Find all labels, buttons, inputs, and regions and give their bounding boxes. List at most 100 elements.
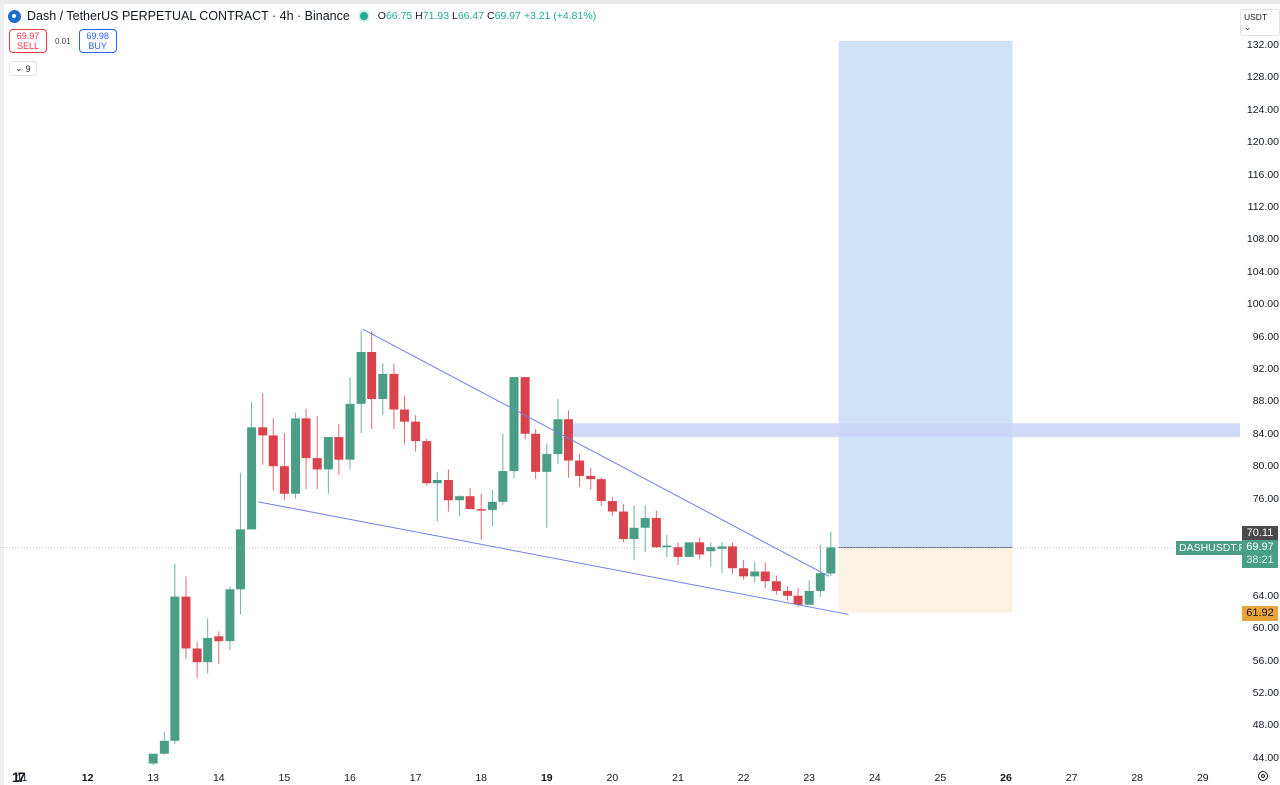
bullish-candle bbox=[170, 596, 180, 741]
bearish-candle bbox=[531, 433, 541, 472]
bearish-candle bbox=[476, 509, 486, 511]
bullish-candle bbox=[235, 529, 245, 590]
bullish-candle bbox=[717, 546, 727, 549]
bullish-candle bbox=[750, 571, 760, 577]
currency-select[interactable]: USDT ⌄ bbox=[1240, 9, 1280, 36]
wedge-lower-trendline bbox=[258, 501, 849, 615]
bullish-candle bbox=[203, 637, 213, 663]
indicators-count: 9 bbox=[25, 63, 31, 74]
bullish-candle bbox=[323, 437, 333, 470]
price-tick-label: 60.00 bbox=[1252, 622, 1279, 635]
window-left-border bbox=[0, 0, 4, 785]
date-tick-label: 19 bbox=[540, 772, 553, 784]
bullish-candle bbox=[542, 454, 552, 472]
price-tick-label: 96.00 bbox=[1252, 330, 1279, 343]
bearish-candle bbox=[312, 458, 322, 470]
buy-button[interactable]: 69.98 BUY bbox=[78, 29, 117, 53]
spread-value: 0.01 bbox=[55, 36, 71, 46]
price-tick-label: 132.00 bbox=[1246, 39, 1279, 51]
date-tick-label: 27 bbox=[1065, 772, 1078, 784]
bar-countdown: 38:21 bbox=[1246, 554, 1274, 566]
bearish-candle bbox=[258, 427, 268, 436]
symbol-title[interactable]: Dash / TetherUS PERPETUAL CONTRACT · 4h … bbox=[27, 9, 350, 23]
date-tick-label: 11 bbox=[16, 772, 28, 784]
date-tick-label: 17 bbox=[409, 772, 422, 784]
date-tick-label: 15 bbox=[278, 772, 291, 784]
date-tick-label: 24 bbox=[868, 772, 881, 784]
resistance-band bbox=[566, 423, 1240, 438]
date-tick-label: 16 bbox=[344, 772, 356, 784]
bullish-candle bbox=[432, 479, 442, 484]
buy-label: BUY bbox=[88, 41, 107, 51]
ohlc-values: O66.75 H71.93 L66.47 C69.97 +3.21 (+4.81… bbox=[377, 10, 597, 22]
sell-label: SELL bbox=[16, 41, 40, 51]
bearish-candle bbox=[760, 571, 770, 582]
price-tick-label: 64.00 bbox=[1252, 589, 1279, 602]
market-open-status-icon bbox=[359, 12, 368, 20]
bullish-candle bbox=[455, 496, 465, 501]
stop-loss-price-tag: 61.92 bbox=[1242, 606, 1278, 621]
bearish-candle bbox=[268, 435, 278, 467]
drawing-zones bbox=[566, 40, 1240, 613]
sell-button[interactable]: 69.97 SELL bbox=[9, 29, 47, 53]
tradingview-logo-icon[interactable]: 17 bbox=[12, 769, 26, 785]
bullish-candle bbox=[804, 590, 814, 605]
bearish-candle bbox=[443, 479, 453, 501]
indicators-toggle-button[interactable]: ⌄ 9 bbox=[9, 61, 37, 76]
bearish-candle bbox=[465, 496, 475, 510]
price-chart-plot[interactable] bbox=[0, 0, 1240, 768]
symbol-price-label: DASHUSDT.P bbox=[1176, 541, 1249, 555]
buy-price: 69.98 bbox=[86, 31, 109, 41]
bearish-candle bbox=[367, 351, 377, 399]
price-tick-label: 120.00 bbox=[1246, 136, 1279, 149]
chevron-down-icon: ⌄ bbox=[15, 63, 23, 73]
time-axis[interactable]: 11 12 13 14 15 16 17 18 19 20 21 22 23 24 25 26 27 28 29 bbox=[0, 768, 1240, 785]
bullish-candle bbox=[378, 373, 388, 399]
last-price-tag: 69.97 38:21 bbox=[1242, 540, 1278, 568]
high-price-tag: 70.11 bbox=[1242, 526, 1278, 540]
bearish-candle bbox=[673, 547, 683, 557]
bearish-candle bbox=[596, 479, 606, 502]
date-tick-label: 12 bbox=[81, 772, 94, 784]
price-tick-label: 100.00 bbox=[1246, 298, 1279, 311]
price-tick-label: 48.00 bbox=[1252, 719, 1279, 732]
price-tick-label: 80.00 bbox=[1252, 460, 1279, 473]
bullish-candle bbox=[498, 471, 508, 502]
last-price-value: 69.97 bbox=[1246, 541, 1274, 553]
bullish-candle bbox=[247, 427, 257, 530]
bearish-candle bbox=[422, 441, 432, 484]
date-tick-label: 21 bbox=[672, 772, 684, 784]
price-tick-label: 104.00 bbox=[1246, 265, 1279, 278]
bearish-candle bbox=[301, 418, 311, 459]
price-axis[interactable]: USDT ⌄ 132.00 128.00 124.00 120.00 116.00 112… bbox=[1240, 0, 1280, 768]
price-tick-label: 112.00 bbox=[1247, 201, 1279, 213]
bullish-candle bbox=[159, 740, 169, 754]
date-tick-label: 14 bbox=[212, 772, 225, 784]
bearish-candle bbox=[793, 595, 803, 605]
bearish-candle bbox=[279, 466, 289, 494]
price-tick-label: 84.00 bbox=[1252, 427, 1279, 440]
bearish-candle bbox=[520, 377, 530, 434]
bearish-candle bbox=[783, 590, 793, 596]
bullish-candle bbox=[640, 518, 650, 528]
chart-settings-icon[interactable] bbox=[1258, 771, 1268, 781]
wedge-trendlines[interactable] bbox=[258, 328, 849, 615]
bearish-candle bbox=[651, 518, 661, 548]
long-position-target-zone bbox=[838, 40, 1013, 548]
bearish-candle bbox=[695, 542, 705, 555]
price-tick-label: 108.00 bbox=[1246, 233, 1279, 246]
price-tick-label: 56.00 bbox=[1252, 654, 1279, 667]
bullish-candle bbox=[148, 753, 158, 764]
bearish-candle bbox=[563, 419, 573, 461]
bullish-candle bbox=[487, 501, 497, 510]
bullish-candle bbox=[356, 351, 366, 404]
bearish-candle bbox=[181, 596, 191, 649]
date-tick-label: 29 bbox=[1196, 772, 1209, 784]
bullish-candle bbox=[706, 547, 716, 552]
price-tick-label: 116.00 bbox=[1247, 168, 1279, 181]
bullish-candle bbox=[815, 573, 825, 591]
wedge-upper-trendline bbox=[362, 328, 830, 577]
window-top-border bbox=[0, 0, 1280, 4]
bearish-candle bbox=[607, 501, 617, 512]
price-tick-label: 124.00 bbox=[1246, 103, 1279, 116]
